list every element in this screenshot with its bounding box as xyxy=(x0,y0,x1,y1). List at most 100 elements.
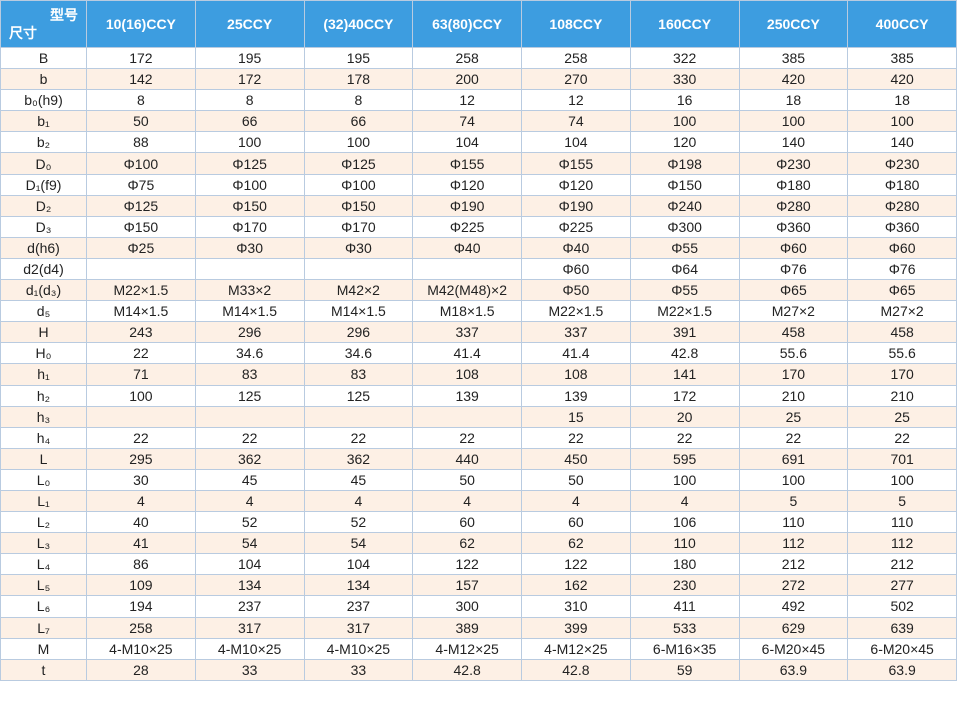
cell: 108 xyxy=(412,363,522,386)
cell: 110 xyxy=(629,532,740,555)
row-label: b₁ xyxy=(0,110,87,133)
cell: 25 xyxy=(847,405,957,428)
cell: 629 xyxy=(738,616,849,639)
cell: 55.6 xyxy=(847,342,957,365)
cell: Φ190 xyxy=(412,194,522,217)
cell: 178 xyxy=(303,68,414,91)
cell: 125 xyxy=(194,384,305,407)
cell: 63.9 xyxy=(738,658,849,681)
row-label: h₂ xyxy=(0,384,87,407)
cell: 458 xyxy=(738,321,849,344)
cell: 100 xyxy=(738,110,849,133)
cell: 492 xyxy=(738,595,849,618)
cell: 385 xyxy=(847,46,957,70)
cell: 12 xyxy=(412,89,522,112)
cell: 411 xyxy=(629,595,740,618)
cell: M22×1.5 xyxy=(629,300,740,323)
cell: 6-M20×45 xyxy=(738,637,849,660)
cell: 639 xyxy=(847,616,957,639)
table-row: M 4-M10×25 4-M10×25 4-M10×25 4-M12×25 4-M12×2… xyxy=(0,637,957,660)
empty-cell xyxy=(412,405,522,428)
table-row: L₇ 258 317 317 389 399 533 629 639 xyxy=(0,616,957,639)
spec-table: 型号 尺寸 10(16)CCY 25CCY (32)40CCY 63(80)CCY 108… xyxy=(0,0,957,681)
cell: 362 xyxy=(303,447,414,470)
cell: 40 xyxy=(86,511,196,534)
cell: 195 xyxy=(194,46,305,70)
cell: 210 xyxy=(738,384,849,407)
row-label: d2(d4) xyxy=(0,257,87,281)
cell: 385 xyxy=(738,46,849,70)
row-label: L₆ xyxy=(0,595,87,618)
cell: 109 xyxy=(86,574,196,597)
cell: 300 xyxy=(412,595,522,618)
cell: Φ225 xyxy=(412,215,522,238)
cell: 399 xyxy=(521,616,631,639)
cell: Φ40 xyxy=(521,236,631,259)
cell: Φ120 xyxy=(412,173,522,196)
column-header: 400CCY xyxy=(847,0,957,48)
row-label: h₃ xyxy=(0,405,87,428)
cell: 258 xyxy=(412,46,522,70)
corner-bottom: 尺寸 xyxy=(9,25,37,41)
cell: M33×2 xyxy=(194,279,305,302)
cell: 34.6 xyxy=(303,342,414,365)
cell: 74 xyxy=(521,110,631,133)
cell: 22 xyxy=(738,426,849,449)
cell: Φ76 xyxy=(847,257,957,281)
cell: 295 xyxy=(86,447,196,470)
cell: 74 xyxy=(412,110,522,133)
cell: Φ170 xyxy=(194,215,305,238)
table-row: B 172 195 195 258 258 322 385 385 xyxy=(0,46,957,70)
table-row: L₁ 4 4 4 4 4 4 5 5 xyxy=(0,489,957,513)
cell: 6-M16×35 xyxy=(629,637,740,660)
cell: 110 xyxy=(847,511,957,534)
cell: 230 xyxy=(629,574,740,597)
cell: Φ60 xyxy=(738,236,849,259)
table-row: D₃ Φ150 Φ170 Φ170 Φ225 Φ225 Φ300 Φ360 Φ360 xyxy=(0,215,957,238)
cell: 322 xyxy=(629,46,740,70)
cell: 22 xyxy=(86,342,196,365)
cell: 62 xyxy=(521,532,631,555)
cell: Φ100 xyxy=(194,173,305,196)
cell: 25 xyxy=(738,405,849,428)
cell: 22 xyxy=(521,426,631,449)
empty-cell xyxy=(412,257,522,281)
table-row: b₀(h9) 8 8 8 12 12 16 18 18 xyxy=(0,89,957,112)
table-row: L₆ 194 237 237 300 310 411 492 502 xyxy=(0,595,957,618)
cell: 237 xyxy=(194,595,305,618)
table-row: L₀ 30 45 45 50 50 100 100 100 xyxy=(0,468,957,491)
cell: 140 xyxy=(847,131,957,154)
cell: 122 xyxy=(521,553,631,576)
cell: 8 xyxy=(303,89,414,112)
column-header: 250CCY xyxy=(738,0,849,48)
cell: 4 xyxy=(629,489,740,513)
cell: 317 xyxy=(194,616,305,639)
cell: 52 xyxy=(194,511,305,534)
cell: 62 xyxy=(412,532,522,555)
row-label: D₀ xyxy=(0,152,87,175)
cell: M42×2 xyxy=(303,279,414,302)
cell: M22×1.5 xyxy=(86,279,196,302)
cell: 22 xyxy=(412,426,522,449)
cell: M42(M48)×2 xyxy=(412,279,522,302)
table-row: h₂ 100 125 125 139 139 172 210 210 xyxy=(0,384,957,407)
cell: 104 xyxy=(412,131,522,154)
cell: 170 xyxy=(738,363,849,386)
cell: 533 xyxy=(629,616,740,639)
cell: 54 xyxy=(194,532,305,555)
table-row: h₃ 15 20 25 25 xyxy=(0,405,957,428)
cell: 104 xyxy=(303,553,414,576)
cell: Φ55 xyxy=(629,236,740,259)
cell: 337 xyxy=(521,321,631,344)
cell: Φ240 xyxy=(629,194,740,217)
row-label: L₇ xyxy=(0,616,87,639)
cell: 4-M10×25 xyxy=(303,637,414,660)
row-label: b₀(h9) xyxy=(0,89,87,112)
cell: Φ150 xyxy=(86,215,196,238)
cell: 195 xyxy=(303,46,414,70)
table-row: D₂ Φ125 Φ150 Φ150 Φ190 Φ190 Φ240 Φ280 Φ280 xyxy=(0,194,957,217)
table-row: b₁ 50 66 66 74 74 100 100 100 xyxy=(0,110,957,133)
row-label: L₃ xyxy=(0,532,87,555)
cell: M14×1.5 xyxy=(303,300,414,323)
cell: 5 xyxy=(847,489,957,513)
